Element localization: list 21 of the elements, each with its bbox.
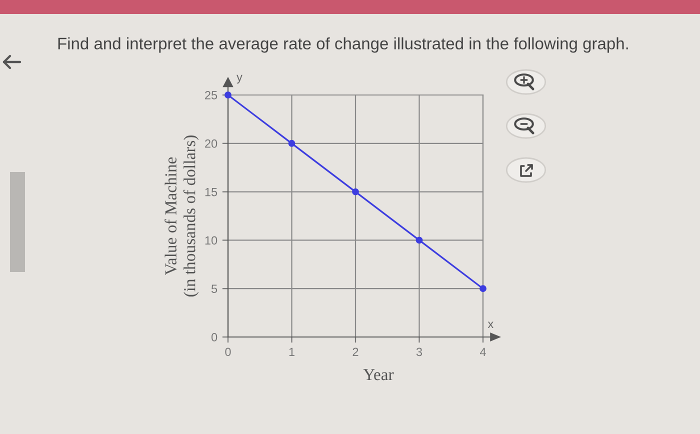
y-tick-label: 10 — [205, 236, 218, 245]
point — [224, 92, 232, 98]
x-axis-title: Year — [363, 369, 394, 380]
x-tick-label: 2 — [352, 348, 358, 356]
y-tick-label: 25 — [205, 91, 218, 100]
x-tick-label: 1 — [289, 348, 294, 356]
y-axis-title: Value of Machine (in thousands of dollars) — [164, 135, 199, 297]
text: y — [236, 74, 242, 84]
chart-title: Find and interpret the average rate of change illustrated in the following graph. — [58, 37, 628, 53]
point — [416, 236, 423, 244]
x-tick-label: 0 — [225, 348, 231, 356]
y-tick-label: 20 — [205, 139, 218, 148]
y-tick-label: 0 — [211, 333, 218, 342]
x-tick-label: 3 — [416, 348, 422, 356]
y-tick-label: 5 — [211, 284, 218, 293]
point — [480, 285, 486, 292]
y-tick-label: 15 — [205, 188, 218, 196]
text: x — [488, 322, 494, 328]
point — [288, 140, 296, 147]
x-tick-label: 4 — [480, 348, 486, 356]
point — [352, 188, 359, 196]
